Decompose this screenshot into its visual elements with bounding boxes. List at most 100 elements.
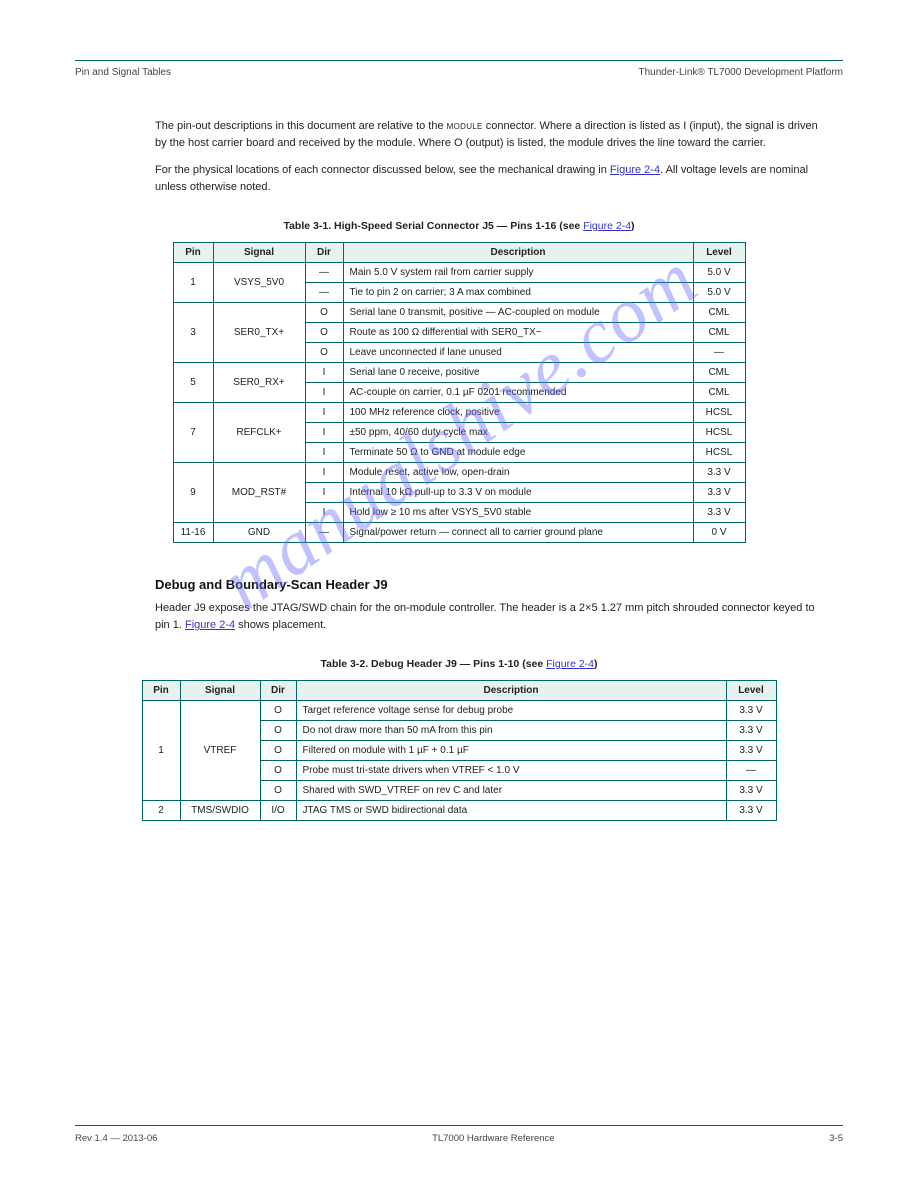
- table-header-cell: Dir: [305, 243, 343, 263]
- table-row: 3SER0_TX+OSerial lane 0 transmit, positi…: [173, 303, 745, 323]
- page-container: Pin and Signal Tables Thunder-Link® TL70…: [0, 0, 918, 861]
- level-cell: 0 V: [693, 523, 745, 543]
- header-right: Thunder-Link® TL7000 Development Platfor…: [638, 67, 843, 78]
- level-cell: 3.3 V: [693, 483, 745, 503]
- desc-cell: Route as 100 Ω differential with SER0_TX…: [343, 323, 693, 343]
- table-row: 7REFCLK+I100 MHz reference clock, positi…: [173, 403, 745, 423]
- signal-cell: TMS/SWDIO: [180, 801, 260, 821]
- pin-cell: 2: [142, 801, 180, 821]
- level-cell: HCSL: [693, 443, 745, 463]
- pin-cell: 1: [173, 263, 213, 303]
- footer-left: Rev 1.4 — 2013-06: [75, 1133, 157, 1144]
- desc-cell: Probe must tri-state drivers when VTREF …: [296, 761, 726, 781]
- dir-cell: O: [305, 303, 343, 323]
- connector-table-j5: PinSignalDirDescriptionLevel1VSYS_5V0—Ma…: [173, 242, 746, 543]
- dir-cell: I: [305, 463, 343, 483]
- table-header-cell: Pin: [142, 681, 180, 701]
- signal-cell: VSYS_5V0: [213, 263, 305, 303]
- dir-cell: O: [305, 323, 343, 343]
- desc-cell: Main 5.0 V system rail from carrier supp…: [343, 263, 693, 283]
- dir-cell: O: [305, 343, 343, 363]
- table-row: 11-16GND—Signal/power return — connect a…: [173, 523, 745, 543]
- dir-cell: O: [260, 701, 296, 721]
- figure-link[interactable]: Figure 2-4: [185, 619, 235, 631]
- dir-cell: I: [305, 443, 343, 463]
- figure-link[interactable]: Figure 2-4: [583, 220, 631, 232]
- desc-cell: Internal 10 kΩ pull-up to 3.3 V on modul…: [343, 483, 693, 503]
- debug-header-table-j9: PinSignalDirDescriptionLevel1VTREFOTarge…: [142, 680, 777, 821]
- desc-cell: Target reference voltage sense for debug…: [296, 701, 726, 721]
- figure-link[interactable]: Figure 2-4: [546, 658, 594, 670]
- desc-cell: Leave unconnected if lane unused: [343, 343, 693, 363]
- signal-cell: MOD_RST#: [213, 463, 305, 523]
- pin-cell: 3: [173, 303, 213, 363]
- level-cell: HCSL: [693, 423, 745, 443]
- table-1-caption: Table 3-1. High-Speed Serial Connector J…: [75, 220, 843, 232]
- level-cell: CML: [693, 363, 745, 383]
- desc-cell: JTAG TMS or SWD bidirectional data: [296, 801, 726, 821]
- level-cell: —: [693, 343, 745, 363]
- pin-cell: 1: [142, 701, 180, 801]
- caption-text: Table 3-1. High-Speed Serial Connector J…: [283, 220, 583, 232]
- table-header-cell: Signal: [180, 681, 260, 701]
- signal-cell: SER0_RX+: [213, 363, 305, 403]
- signal-cell: SER0_TX+: [213, 303, 305, 363]
- table-header-cell: Level: [726, 681, 776, 701]
- text-run: The pin-out descriptions in this documen…: [155, 120, 447, 132]
- footer-center: TL7000 Hardware Reference: [432, 1133, 555, 1144]
- pin-cell: 9: [173, 463, 213, 523]
- table-row: 5SER0_RX+ISerial lane 0 receive, positiv…: [173, 363, 745, 383]
- desc-cell: 100 MHz reference clock, positive: [343, 403, 693, 423]
- pin-cell: 11-16: [173, 523, 213, 543]
- table-header-cell: Description: [296, 681, 726, 701]
- table-row: 9MOD_RST#IModule reset, active low, open…: [173, 463, 745, 483]
- level-cell: CML: [693, 323, 745, 343]
- dir-cell: I: [305, 383, 343, 403]
- text-run: shows placement.: [235, 619, 326, 631]
- table-2-caption: Table 3-2. Debug Header J9 — Pins 1-10 (…: [75, 658, 843, 670]
- signal-cell: VTREF: [180, 701, 260, 801]
- level-cell: CML: [693, 303, 745, 323]
- desc-cell: Shared with SWD_VTREF on rev C and later: [296, 781, 726, 801]
- signal-cell: GND: [213, 523, 305, 543]
- desc-cell: ±50 ppm, 40/60 duty cycle max: [343, 423, 693, 443]
- level-cell: HCSL: [693, 403, 745, 423]
- table-row: 1VSYS_5V0—Main 5.0 V system rail from ca…: [173, 263, 745, 283]
- desc-cell: Do not draw more than 50 mA from this pi…: [296, 721, 726, 741]
- figure-link[interactable]: Figure 2-4: [610, 164, 660, 176]
- level-cell: 3.3 V: [693, 463, 745, 483]
- section-paragraph: Header J9 exposes the JTAG/SWD chain for…: [155, 600, 823, 634]
- intro-paragraph-2: For the physical locations of each conne…: [155, 162, 823, 196]
- dir-cell: O: [260, 721, 296, 741]
- pin-cell: 5: [173, 363, 213, 403]
- intro-paragraph-1: The pin-out descriptions in this documen…: [155, 118, 823, 152]
- desc-cell: Module reset, active low, open-drain: [343, 463, 693, 483]
- section-heading-j9: Debug and Boundary-Scan Header J9: [155, 577, 843, 592]
- desc-cell: Hold low ≥ 10 ms after VSYS_5V0 stable: [343, 503, 693, 523]
- table-row: 1VTREFOTarget reference voltage sense fo…: [142, 701, 776, 721]
- dir-cell: —: [305, 523, 343, 543]
- dir-cell: —: [305, 263, 343, 283]
- desc-cell: Filtered on module with 1 µF + 0.1 µF: [296, 741, 726, 761]
- level-cell: 3.3 V: [726, 721, 776, 741]
- dir-cell: I: [305, 423, 343, 443]
- dir-cell: —: [305, 283, 343, 303]
- dir-cell: I: [305, 503, 343, 523]
- table-header-cell: Level: [693, 243, 745, 263]
- dir-cell: O: [260, 741, 296, 761]
- signal-cell: REFCLK+: [213, 403, 305, 463]
- header-rule: [75, 60, 843, 61]
- level-cell: 5.0 V: [693, 283, 745, 303]
- desc-cell: Signal/power return — connect all to car…: [343, 523, 693, 543]
- dir-cell: O: [260, 761, 296, 781]
- table-header-cell: Dir: [260, 681, 296, 701]
- dir-cell: I: [305, 483, 343, 503]
- text-run: For the physical locations of each conne…: [155, 164, 610, 176]
- text-smallcaps: module: [447, 120, 483, 132]
- dir-cell: I: [305, 363, 343, 383]
- caption-text: ): [594, 658, 598, 670]
- caption-text: Table 3-2. Debug Header J9 — Pins 1-10 (…: [320, 658, 546, 670]
- level-cell: 3.3 V: [693, 503, 745, 523]
- dir-cell: I/O: [260, 801, 296, 821]
- level-cell: 3.3 V: [726, 801, 776, 821]
